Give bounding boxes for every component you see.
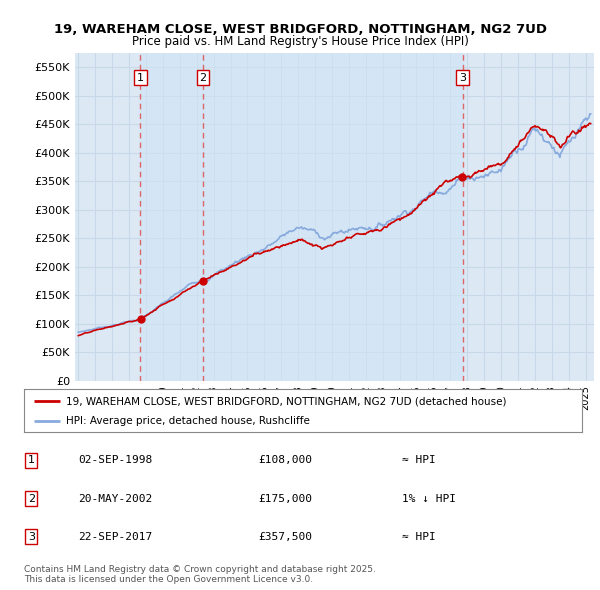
Text: 02-SEP-1998: 02-SEP-1998 <box>78 455 152 465</box>
Text: £357,500: £357,500 <box>258 532 312 542</box>
Bar <box>203 53 463 381</box>
Text: 3: 3 <box>459 73 466 83</box>
Text: 19, WAREHAM CLOSE, WEST BRIDGFORD, NOTTINGHAM, NG2 7UD (detached house): 19, WAREHAM CLOSE, WEST BRIDGFORD, NOTTI… <box>66 396 506 407</box>
Text: HPI: Average price, detached house, Rushcliffe: HPI: Average price, detached house, Rush… <box>66 417 310 426</box>
Text: ≈ HPI: ≈ HPI <box>402 455 436 465</box>
Text: £108,000: £108,000 <box>258 455 312 465</box>
Text: £175,000: £175,000 <box>258 494 312 503</box>
Text: 2: 2 <box>200 73 207 83</box>
Text: 19, WAREHAM CLOSE, WEST BRIDGFORD, NOTTINGHAM, NG2 7UD: 19, WAREHAM CLOSE, WEST BRIDGFORD, NOTTI… <box>53 23 547 36</box>
Bar <box>140 53 203 381</box>
Text: 1: 1 <box>28 455 35 465</box>
Text: 1% ↓ HPI: 1% ↓ HPI <box>402 494 456 503</box>
Text: Price paid vs. HM Land Registry's House Price Index (HPI): Price paid vs. HM Land Registry's House … <box>131 35 469 48</box>
Text: 3: 3 <box>28 532 35 542</box>
Text: 2: 2 <box>28 494 35 503</box>
Text: 1: 1 <box>137 73 144 83</box>
Text: 20-MAY-2002: 20-MAY-2002 <box>78 494 152 503</box>
Text: ≈ HPI: ≈ HPI <box>402 532 436 542</box>
Text: Contains HM Land Registry data © Crown copyright and database right 2025.
This d: Contains HM Land Registry data © Crown c… <box>24 565 376 584</box>
Text: 22-SEP-2017: 22-SEP-2017 <box>78 532 152 542</box>
